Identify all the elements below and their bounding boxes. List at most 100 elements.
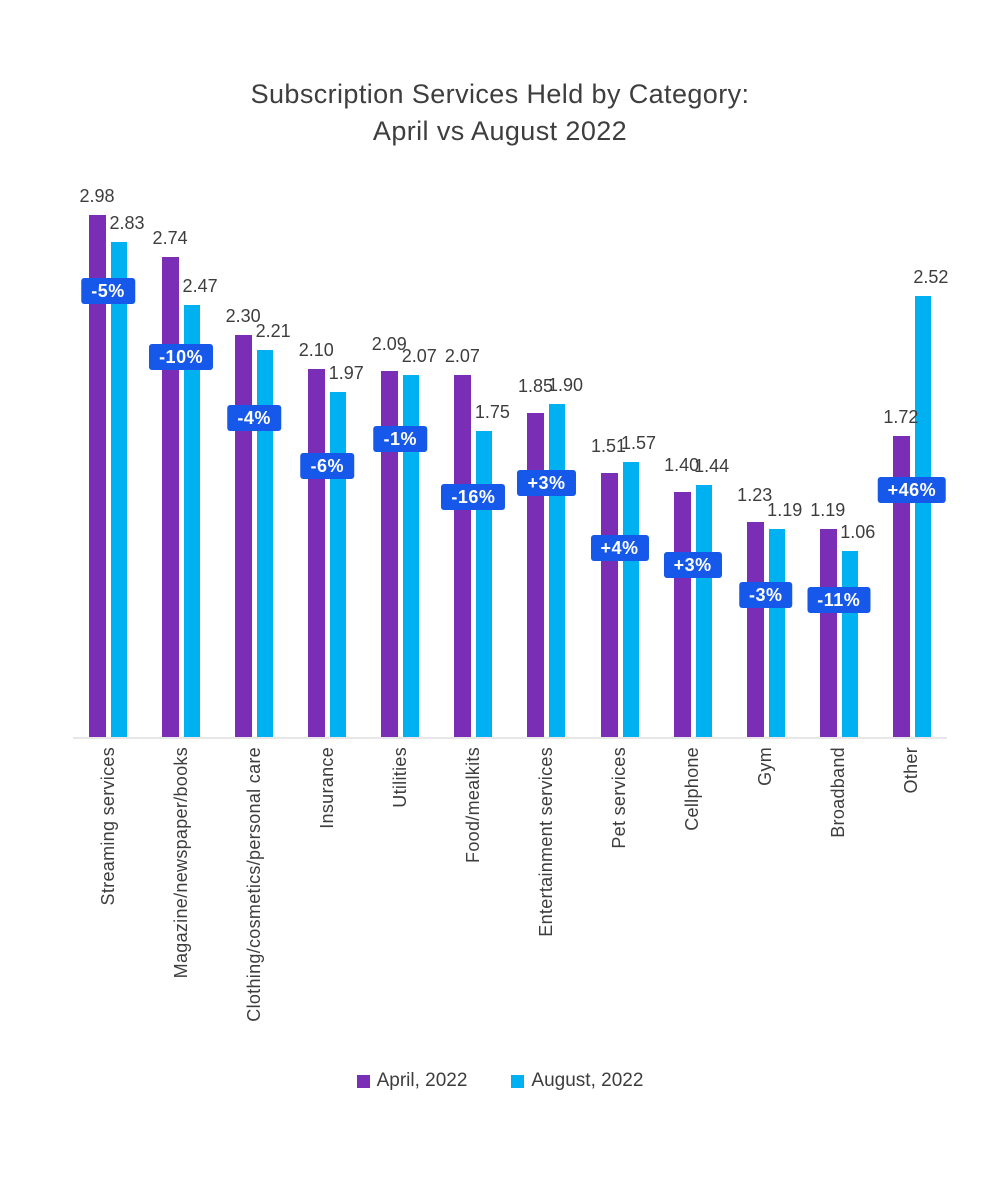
category-group: 1.85 1.90 +3% — [517, 160, 583, 737]
percent-change-badge: -6% — [300, 453, 354, 479]
bar-august — [768, 529, 785, 737]
category-label-cell: Pet services — [601, 747, 639, 849]
category-group: 2.10 1.97 -6% — [299, 160, 364, 737]
bar-april — [89, 215, 106, 737]
value-label-august: 1.06 — [840, 522, 876, 542]
value-label-august: 2.21 — [255, 321, 291, 341]
category-label-cell: Broadband — [820, 747, 858, 838]
bar-august — [330, 392, 347, 737]
value-label-april: 2.10 — [298, 340, 334, 360]
bar-august — [111, 242, 127, 737]
value-label-august: 1.75 — [474, 402, 510, 422]
value-label-april: 1.72 — [883, 407, 919, 427]
percent-change-badge: -11% — [807, 587, 871, 613]
legend-item: April, 2022 — [356, 1070, 468, 1092]
category-label-cell: Cellphone — [674, 747, 712, 831]
value-label-august: 2.52 — [913, 267, 949, 287]
category-label-cell: Clothing/cosmetics/personal care — [235, 747, 273, 1022]
category-label: Insurance — [316, 747, 337, 829]
legend: April, 2022 August, 2022 — [0, 1070, 1000, 1092]
category-label: Food/mealkits — [462, 747, 483, 863]
value-label-april: 1.19 — [810, 500, 846, 520]
category-label-cell: Gym — [747, 747, 785, 786]
category-label-cell: Utilities — [381, 747, 419, 808]
value-label-april: 1.23 — [737, 485, 773, 505]
category-group: 2.09 2.07 -1% — [372, 160, 437, 737]
bar-april — [527, 413, 545, 737]
value-label-april: 1.40 — [664, 455, 700, 475]
percent-change-badge: -1% — [373, 426, 428, 452]
value-label-august: 1.19 — [767, 500, 803, 520]
category-group: 2.74 2.47 -10% — [149, 160, 218, 737]
percent-change-badge: -16% — [441, 484, 506, 510]
category-axis-labels: Streaming services Magazine/newspaper/boo… — [73, 747, 947, 1022]
category-group: 2.30 2.21 -4% — [226, 160, 291, 737]
bar-august — [549, 404, 566, 737]
bar-april — [381, 371, 399, 737]
category-label: Utilities — [389, 747, 410, 808]
value-label-august: 2.47 — [182, 276, 218, 296]
percent-change-badge: +46% — [877, 477, 947, 503]
value-label-april: 1.85 — [517, 376, 553, 396]
legend-label: April, 2022 — [376, 1070, 468, 1091]
legend-item: August, 2022 — [511, 1070, 643, 1092]
category-label-cell: Streaming services — [89, 747, 127, 905]
bar-april — [600, 473, 618, 737]
bar-april — [746, 522, 764, 737]
category-label: Broadband — [828, 747, 849, 838]
plot-area: 2.98 2.83 -5% 2.74 2.47 -10% 2.30 2.21 -4% 2.10 1.… — [73, 160, 948, 739]
value-label-august: 2.83 — [109, 213, 145, 233]
value-label-april: 2.09 — [371, 334, 407, 354]
category-label: Clothing/cosmetics/personal care — [243, 747, 264, 1022]
chart-title-line2: April vs August 2022 — [372, 116, 628, 146]
category-label-cell: Entertainment services — [527, 747, 565, 937]
percent-change-badge: +3% — [517, 470, 576, 496]
category-group: 1.72 2.52 +46% — [877, 160, 948, 737]
bar-august — [257, 350, 274, 737]
value-label-april: 2.74 — [152, 228, 188, 248]
chart-title: Subscription Services Held by Category: … — [0, 76, 1000, 150]
category-label-cell: Food/mealkits — [454, 747, 492, 863]
value-label-april: 2.98 — [79, 186, 115, 206]
value-label-april: 2.30 — [225, 306, 261, 326]
bar-august — [841, 551, 858, 737]
percent-change-badge: +4% — [590, 535, 649, 561]
bar-august — [622, 462, 639, 737]
value-label-august: 2.07 — [401, 346, 437, 366]
value-label-august: 1.44 — [694, 456, 730, 476]
category-group: 1.23 1.19 -3% — [737, 160, 802, 737]
bars-row: 2.98 2.83 -5% 2.74 2.47 -10% 2.30 2.21 -4% 2.10 1.… — [79, 160, 948, 737]
category-group: 1.40 1.44 +3% — [663, 160, 729, 737]
legend-swatch-icon — [356, 1074, 370, 1088]
category-group: 2.98 2.83 -5% — [79, 160, 145, 737]
value-label-august: 1.90 — [547, 375, 583, 395]
bar-april — [819, 529, 837, 737]
bar-august — [184, 305, 201, 737]
category-label: Magazine/newspaper/books — [170, 747, 191, 979]
bar-april — [308, 369, 326, 737]
value-label-april: 1.51 — [591, 436, 627, 456]
bar-august — [476, 431, 493, 737]
percent-change-badge: +3% — [663, 552, 722, 578]
category-label: Gym — [755, 747, 776, 786]
category-group: 1.19 1.06 -11% — [807, 160, 875, 737]
category-label: Pet services — [609, 747, 630, 849]
category-label-cell: Other — [893, 747, 931, 794]
percent-change-badge: -5% — [81, 278, 135, 304]
category-group: 2.07 1.75 -16% — [441, 160, 510, 737]
legend-swatch-icon — [511, 1074, 525, 1088]
value-label-april: 2.07 — [444, 346, 480, 366]
category-label-cell: Insurance — [308, 747, 346, 829]
chart-title-line1: Subscription Services Held by Category: — [250, 79, 750, 109]
bar-april — [235, 335, 253, 737]
percent-change-badge: -3% — [738, 582, 793, 608]
category-label-cell: Magazine/newspaper/books — [162, 747, 200, 978]
category-label: Other — [901, 747, 922, 794]
bar-august — [695, 485, 712, 737]
bar-august — [403, 375, 420, 737]
bar-april — [673, 492, 691, 737]
category-group: 1.51 1.57 +4% — [590, 160, 656, 737]
legend-label: August, 2022 — [531, 1070, 644, 1091]
bar-august — [914, 296, 931, 737]
